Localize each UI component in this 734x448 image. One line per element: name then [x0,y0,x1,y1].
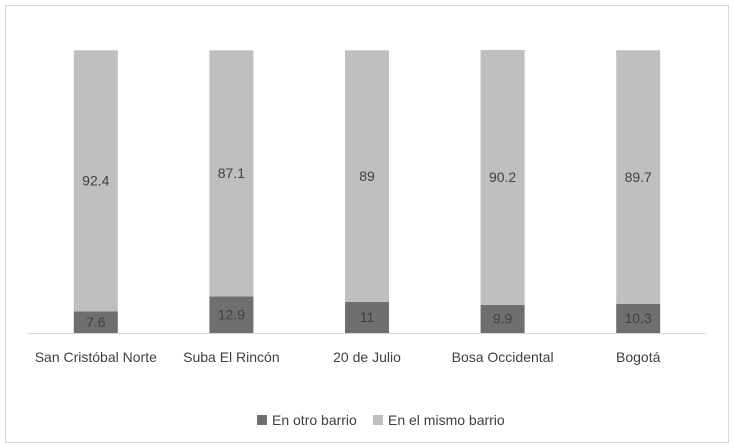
bar-segment [616,303,661,333]
bar-segment [209,50,254,297]
bar-segment [345,301,389,333]
bar-segment [480,50,525,306]
data-label: 92.4 [82,173,109,189]
bar-segment [73,50,118,312]
legend-item: En otro barrio [257,412,357,428]
data-label: 12.9 [218,306,245,322]
data-label: 90.2 [489,169,516,185]
x-tick-label: Suba El Rincón [183,349,280,365]
x-tick-label: Bogotá [616,349,661,365]
data-label: 10.3 [625,310,652,326]
x-tick-label: Bosa Occidental [451,349,554,365]
bar-segment [345,50,389,302]
legend-swatch [257,415,267,425]
data-label: 87.1 [218,165,245,181]
data-label: 89.7 [625,169,652,185]
data-label: 7.6 [86,314,106,330]
legend-swatch [373,415,383,425]
data-label: 11 [360,309,375,325]
bar-segment [480,305,525,333]
legend-label: En el mismo barrio [388,412,505,428]
bar-segment [209,296,254,333]
legend-item: En el mismo barrio [373,412,505,428]
bar-segment [73,311,118,333]
x-tick-label: 20 de Julio [333,349,401,365]
legend-label: En otro barrio [272,412,357,428]
x-tick-label: San Cristóbal Norte [34,349,157,365]
data-label: 89 [359,168,375,184]
data-label: 9.9 [493,311,513,327]
bar-segment [616,50,661,304]
